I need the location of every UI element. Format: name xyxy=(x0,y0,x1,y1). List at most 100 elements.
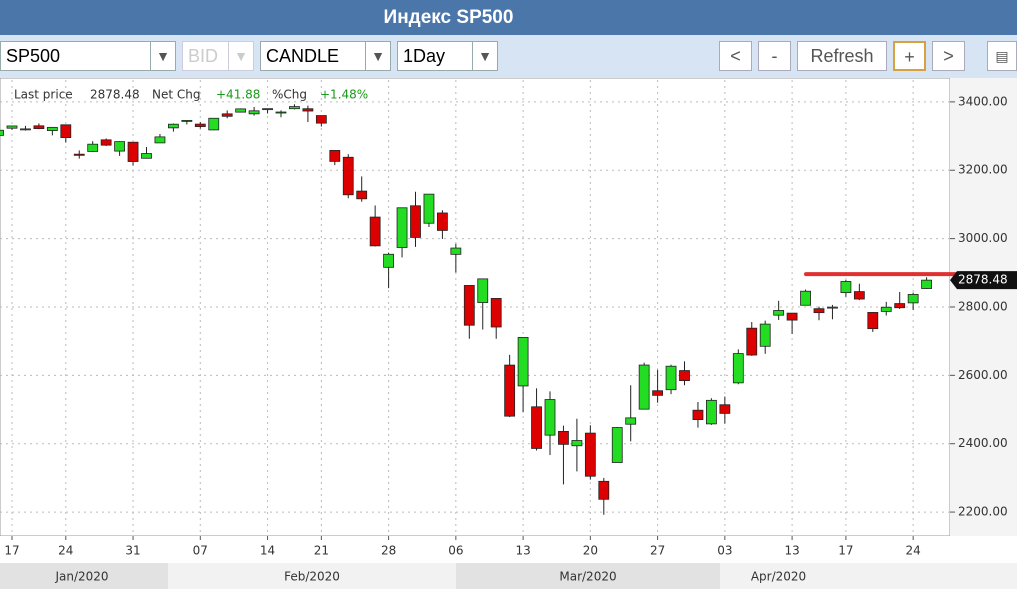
candle-body xyxy=(369,216,381,247)
candle-body xyxy=(275,111,287,114)
month-label: Apr/2020 xyxy=(751,570,806,584)
candle-body xyxy=(786,312,798,321)
candle-body xyxy=(531,406,542,449)
candle-body xyxy=(880,306,892,312)
candle-body xyxy=(342,156,354,196)
prev-button[interactable]: < xyxy=(719,41,752,71)
candle-body xyxy=(759,323,771,347)
symbol-select[interactable]: SP500 ▼ xyxy=(0,41,176,71)
candle-body xyxy=(167,123,179,129)
chart-type-select[interactable]: CANDLE ▼ xyxy=(260,41,391,71)
candle-body xyxy=(396,207,408,248)
refresh-button[interactable]: Refresh xyxy=(797,41,887,71)
candle-body xyxy=(477,278,489,303)
candle-body xyxy=(544,399,556,436)
candle-body xyxy=(625,417,637,425)
candle-body xyxy=(181,120,193,122)
y-tick-label: 2200.00 xyxy=(958,505,1008,519)
x-tick-label: 27 xyxy=(650,544,665,558)
candle-body xyxy=(356,190,368,200)
x-axis-area xyxy=(0,536,1017,563)
x-tick-label: 07 xyxy=(193,544,208,558)
candle-body xyxy=(302,108,314,112)
window-title: Индекс SP500 xyxy=(0,0,1017,35)
net-chg-label: Net Chg xyxy=(152,88,200,102)
candle-body xyxy=(584,432,596,477)
candle-body xyxy=(315,115,327,124)
price-type: BID xyxy=(188,46,219,66)
candle-body xyxy=(20,128,31,131)
candle-body xyxy=(571,440,583,447)
candle-body xyxy=(558,431,569,445)
candle-body xyxy=(746,327,758,356)
y-tick-label: 3400.00 xyxy=(958,94,1008,108)
x-tick-label: 24 xyxy=(906,544,921,558)
zoom-out-button[interactable]: - xyxy=(758,41,791,71)
candle-body xyxy=(921,279,932,289)
candle-body xyxy=(235,108,247,113)
chart: Last price 2878.48 Net Chg +41.88 %Chg +… xyxy=(0,78,1017,589)
x-tick-label: 13 xyxy=(784,544,799,558)
candle-body xyxy=(490,298,502,328)
month-band xyxy=(168,563,456,589)
x-tick-label: 13 xyxy=(515,544,530,558)
x-tick-label: 17 xyxy=(838,544,853,558)
price-type-select: BID ▼ xyxy=(182,41,254,71)
dropdown-arrow: ▼ xyxy=(150,42,175,70)
month-label: Mar/2020 xyxy=(559,570,616,584)
candle-body xyxy=(141,153,152,159)
interval: 1Day xyxy=(403,46,446,66)
candle-body xyxy=(894,303,906,309)
y-tick-label: 3200.00 xyxy=(958,163,1008,177)
symbol: SP500 xyxy=(6,46,61,66)
candle-body xyxy=(665,365,677,391)
zoom-in-button[interactable]: + xyxy=(893,41,926,71)
candle-body xyxy=(840,281,852,294)
y-tick-label: 3000.00 xyxy=(958,231,1008,245)
candle-body xyxy=(706,399,717,425)
candle-body xyxy=(813,308,825,314)
candle-body xyxy=(436,212,448,231)
candle-body xyxy=(800,290,811,306)
candle-body xyxy=(33,125,45,130)
last-price-label: Last price xyxy=(14,88,73,102)
x-tick-label: 21 xyxy=(314,544,329,558)
interval-select[interactable]: 1Day ▼ xyxy=(397,41,498,71)
candle-body xyxy=(46,126,58,131)
candle-body xyxy=(853,291,865,300)
candle-body xyxy=(154,136,166,144)
candle-body xyxy=(289,106,300,110)
candle-body xyxy=(504,364,516,417)
candle-body xyxy=(611,427,623,463)
candle-body xyxy=(773,310,785,316)
x-tick-label: 14 xyxy=(260,544,275,558)
dropdown-arrow: ▼ xyxy=(472,42,497,70)
candle-body xyxy=(100,139,112,146)
candle-body xyxy=(450,247,462,255)
pct-chg-label: %Chg xyxy=(272,88,307,102)
month-band xyxy=(0,563,168,589)
price-tag-label: 2878.48 xyxy=(958,273,1008,287)
y-tick-label: 2800.00 xyxy=(958,299,1008,313)
dropdown-arrow: ▼ xyxy=(228,42,253,70)
toolbar: SP500 ▼ BID ▼ CANDLE ▼ 1Day ▼ < - Refresh + … xyxy=(0,35,1017,78)
candle-body xyxy=(60,124,72,138)
candle-body xyxy=(329,150,341,162)
next-button[interactable]: > xyxy=(932,41,965,71)
price-tag xyxy=(950,271,1017,290)
month-band xyxy=(456,563,720,589)
month-label: Jan/2020 xyxy=(54,570,108,584)
x-tick-label: 17 xyxy=(4,544,19,558)
x-tick-label: 20 xyxy=(583,544,598,558)
x-tick-label: 31 xyxy=(125,544,140,558)
candle-body xyxy=(6,125,18,129)
candle-body xyxy=(652,390,663,396)
candle-body xyxy=(221,113,233,117)
month-label: Feb/2020 xyxy=(284,570,340,584)
candle-body xyxy=(732,353,744,384)
candle-body xyxy=(827,306,838,309)
month-band xyxy=(720,563,1017,589)
last-price: 2878.48 xyxy=(90,88,140,102)
menu-button[interactable]: ▤ xyxy=(987,41,1017,71)
